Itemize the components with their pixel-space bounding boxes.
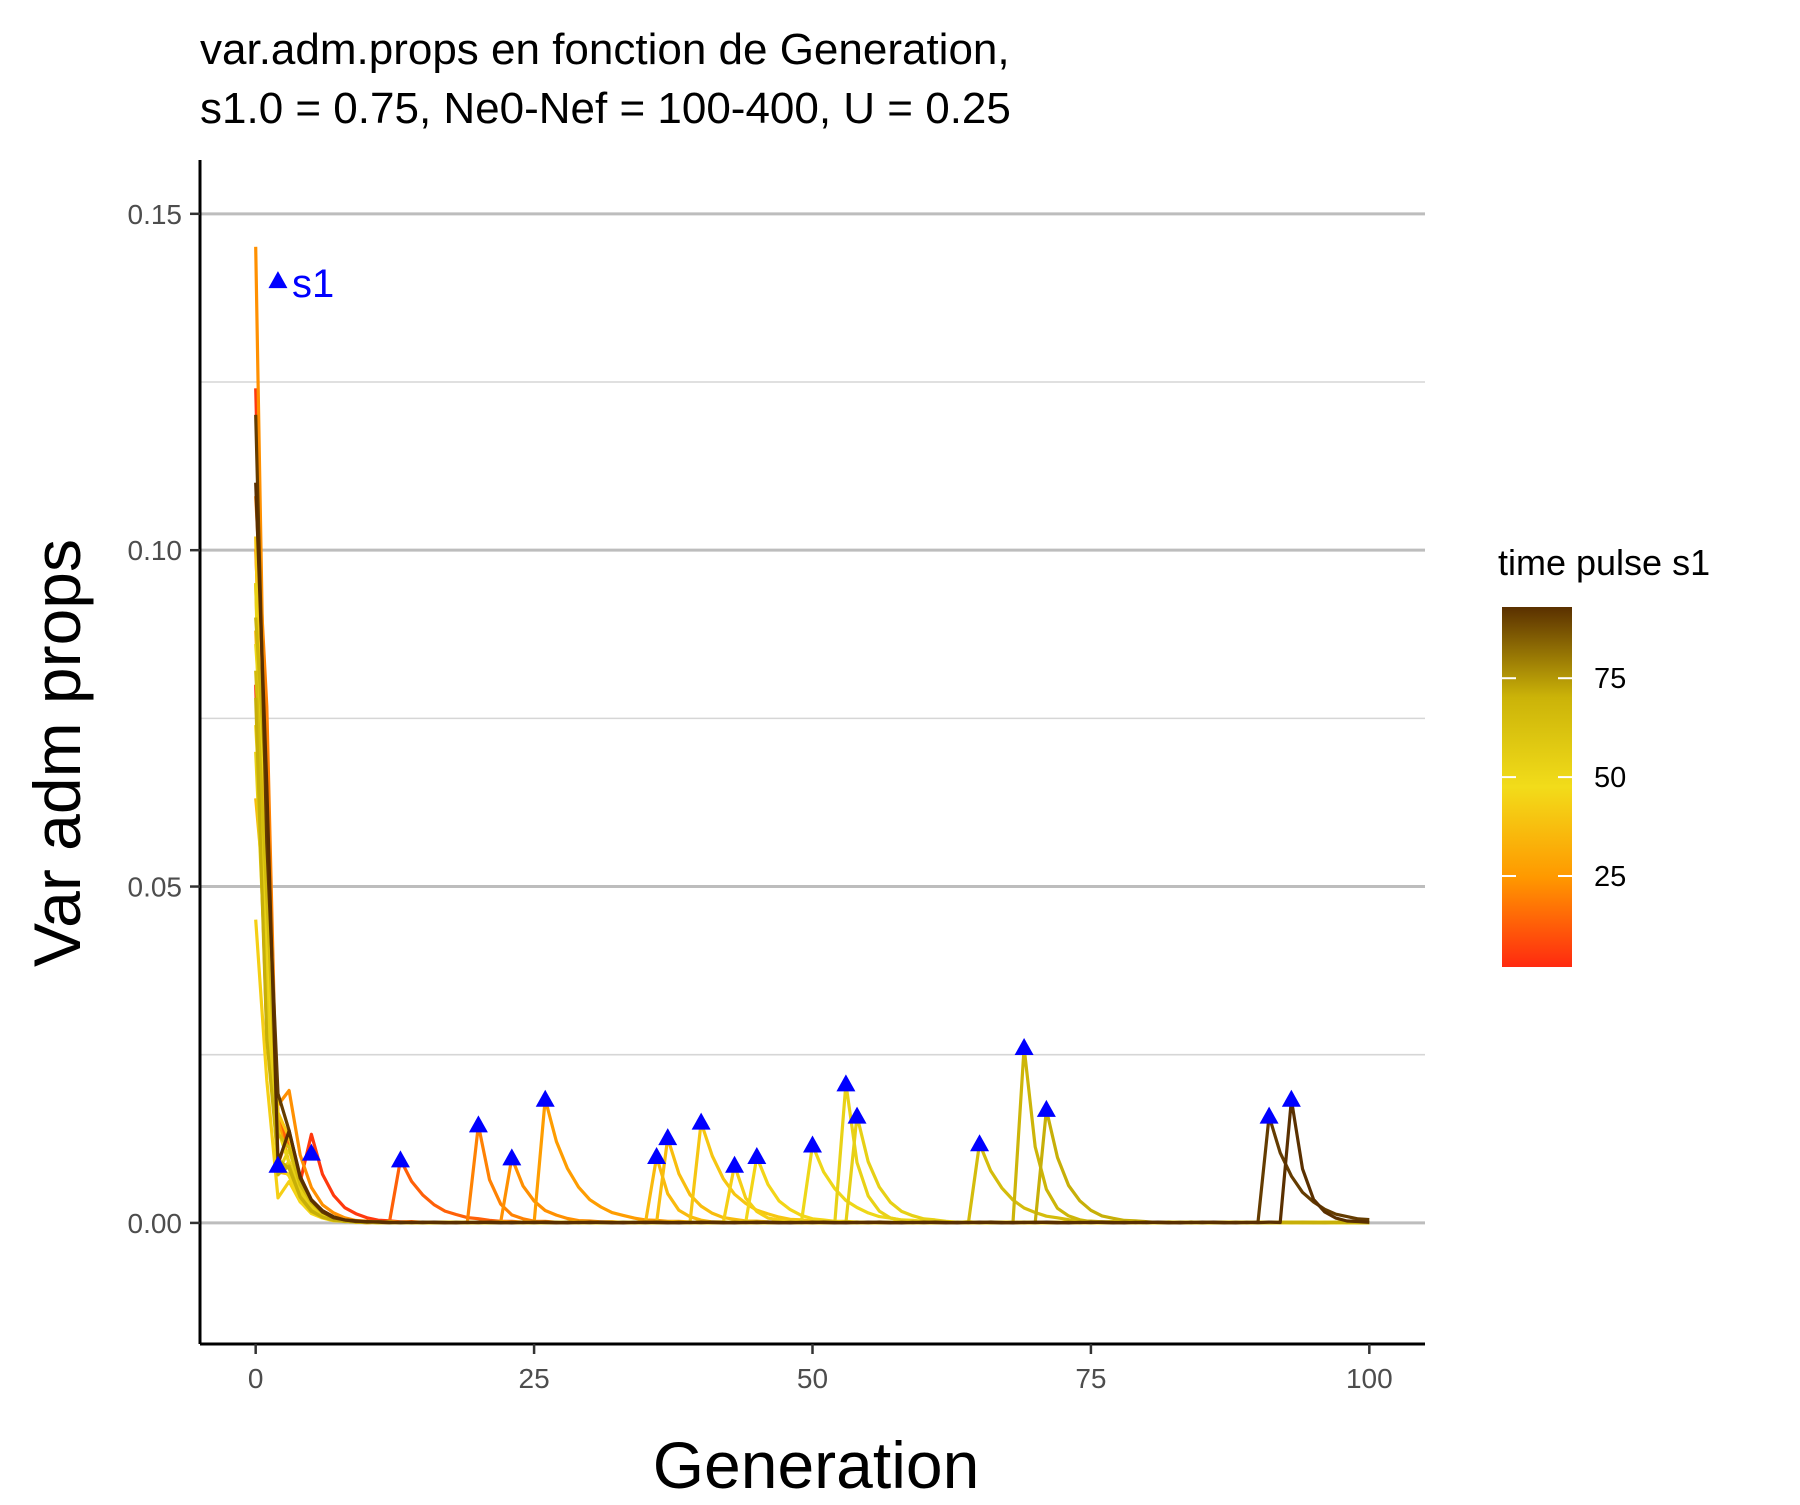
grid bbox=[200, 212, 1425, 1225]
pulse-marker bbox=[725, 1155, 745, 1173]
pulse-marker bbox=[691, 1112, 711, 1130]
series-line bbox=[254, 414, 1370, 1225]
chart-title-line2: s1.0 = 0.75, Ne0-Nef = 100-400, U = 0.25 bbox=[200, 84, 1011, 133]
series-line bbox=[254, 482, 1370, 1225]
pulse-marker bbox=[468, 1115, 488, 1133]
pulse-marker bbox=[301, 1143, 321, 1161]
pulse-marker bbox=[647, 1146, 667, 1164]
chart-title-line1: var.adm.props en fonction de Generation, bbox=[200, 25, 1010, 74]
axes: 0.00 0.05 0.10 0.15 0 25 50 75 100 bbox=[128, 160, 1425, 1394]
pulse-marker bbox=[658, 1128, 678, 1146]
series-line bbox=[254, 630, 1370, 1225]
pulse-marker bbox=[1014, 1038, 1034, 1055]
pulse-marker bbox=[390, 1150, 410, 1168]
pulse-markers bbox=[268, 1038, 1301, 1173]
pulse-marker bbox=[535, 1089, 555, 1107]
pulse-marker bbox=[847, 1106, 867, 1124]
series-line bbox=[254, 798, 1370, 1225]
legend-colorbar bbox=[1502, 607, 1572, 967]
annotation-label: s1 bbox=[292, 262, 334, 306]
pulse-marker bbox=[1259, 1106, 1279, 1124]
legend-tick-label: 25 bbox=[1594, 861, 1626, 893]
pulse-marker bbox=[803, 1135, 822, 1153]
x-tick-label: 25 bbox=[519, 1363, 550, 1394]
y-axis-title: Var adm props bbox=[20, 539, 94, 967]
x-tick-label: 0 bbox=[248, 1363, 264, 1394]
pulse-marker bbox=[836, 1074, 856, 1092]
series-lines bbox=[254, 246, 1370, 1225]
annotation-marker bbox=[268, 271, 288, 289]
series-line bbox=[254, 617, 1370, 1225]
series-line bbox=[254, 583, 1370, 1225]
x-tick-label: 75 bbox=[1075, 1363, 1106, 1394]
x-axis-title: Generation bbox=[653, 1428, 980, 1500]
x-tick-label: 50 bbox=[797, 1363, 828, 1394]
series-line bbox=[254, 246, 1370, 1225]
legend-tick-label: 75 bbox=[1594, 663, 1626, 695]
y-tick-label: 0.05 bbox=[128, 872, 183, 903]
pulse-marker bbox=[747, 1146, 767, 1164]
annotation: s1 bbox=[268, 262, 334, 306]
pulse-marker bbox=[970, 1134, 990, 1152]
x-tick-label: 100 bbox=[1346, 1363, 1393, 1394]
y-tick-label: 0.00 bbox=[128, 1208, 183, 1239]
legend-title: time pulse s1 bbox=[1498, 542, 1710, 583]
legend-tick-label: 50 bbox=[1594, 762, 1626, 794]
series-line bbox=[254, 388, 1370, 1225]
series-line bbox=[254, 536, 1370, 1225]
pulse-marker bbox=[268, 1155, 288, 1173]
series-line bbox=[254, 496, 1370, 1225]
legend: time pulse s1 25 50 75 bbox=[1498, 542, 1710, 967]
pulse-marker bbox=[1281, 1089, 1301, 1107]
y-tick-label: 0.10 bbox=[128, 535, 183, 566]
series-line bbox=[254, 919, 1370, 1225]
pulse-marker bbox=[502, 1148, 522, 1166]
y-tick-label: 0.15 bbox=[128, 199, 183, 230]
series-line bbox=[254, 582, 1370, 1225]
pulse-marker bbox=[1036, 1099, 1056, 1117]
